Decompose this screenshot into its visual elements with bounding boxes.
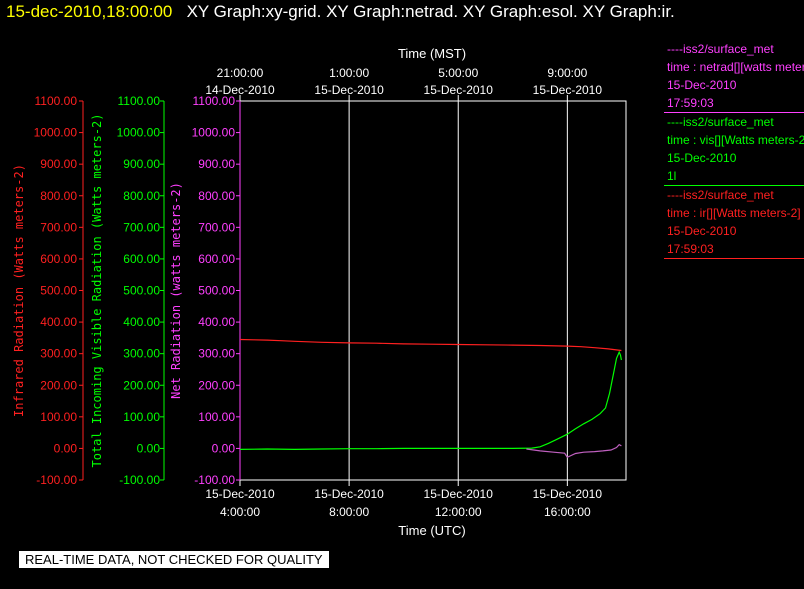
y-tick-label: 800.00 (40, 189, 77, 203)
y-tick-label: 300.00 (123, 347, 160, 361)
y-axis-label: Total Incoming Visible Radiation (Watts … (90, 113, 104, 467)
x-tick-label: 16:00:00 (544, 505, 591, 519)
x-tick-label: 15-Dec-2010 (314, 83, 384, 97)
y-tick-label: -100.00 (36, 473, 77, 487)
y-tick-label: -100.00 (194, 473, 235, 487)
y-axis-label: Infrared Radiation (Watts meters-2) (12, 164, 26, 417)
series-line-vis (239, 350, 622, 451)
header-graph-list: XY Graph:xy-grid. XY Graph:netrad. XY Gr… (186, 2, 675, 21)
y-tick-label: 300.00 (198, 347, 235, 361)
x-tick-label: 12:00:00 (435, 505, 482, 519)
y-tick-label: 100.00 (123, 410, 160, 424)
x-tick-label: 15-Dec-2010 (533, 83, 603, 97)
legend-line: 15-Dec-2010 (667, 78, 737, 92)
series-line-net (526, 443, 622, 459)
quality-notice: REAL-TIME DATA, NOT CHECKED FOR QUALITY (19, 551, 329, 568)
series-line-ir (239, 338, 622, 352)
legend-line: time : vis[][Watts meters-2] (667, 133, 804, 147)
y-tick-label: 900.00 (40, 157, 77, 171)
legend-line: 15-Dec-2010 (667, 224, 737, 238)
y-tick-label: 500.00 (198, 284, 235, 298)
x-tick-label: 15-Dec-2010 (424, 487, 494, 501)
y-tick-label: 600.00 (198, 252, 235, 266)
y-tick-label: 100.00 (40, 410, 77, 424)
x-tick-label: 15-Dec-2010 (424, 83, 494, 97)
y-tick-label: 900.00 (198, 157, 235, 171)
y-tick-label: 400.00 (123, 315, 160, 329)
legend-line: ----iss2/surface_met (667, 188, 774, 202)
y-tick-label: 200.00 (198, 378, 235, 392)
y-tick-label: 100.00 (198, 410, 235, 424)
y-tick-label: 700.00 (123, 220, 160, 234)
y-tick-label: 400.00 (198, 315, 235, 329)
y-tick-label: 0.00 (212, 441, 236, 455)
legend-line: 17:59:03 (667, 96, 714, 110)
legend-line: ----iss2/surface_met (667, 115, 774, 129)
y-tick-label: 1000.00 (117, 126, 161, 140)
x-tick-label: 8:00:00 (329, 505, 369, 519)
y-tick-label: 600.00 (123, 252, 160, 266)
y-tick-label: 200.00 (40, 378, 77, 392)
x-tick-label: 9:00:00 (547, 66, 587, 80)
y-tick-label: 600.00 (40, 252, 77, 266)
y-tick-label: 200.00 (123, 378, 160, 392)
x-tick-label: 5:00:00 (438, 66, 478, 80)
y-tick-label: 800.00 (198, 189, 235, 203)
header-datetime: 15-dec-2010,18:00:00 (6, 2, 173, 21)
y-axis-label: Net Radiation (watts meters-2) (169, 182, 183, 399)
legend-line: time : netrad[][watts meters-2] (667, 60, 804, 74)
y-tick-label: 300.00 (40, 347, 77, 361)
y-tick-label: 500.00 (123, 284, 160, 298)
chart-header: 15-dec-2010,18:00:00 XY Graph:xy-grid. X… (6, 2, 675, 22)
x-tick-label: 4:00:00 (220, 505, 260, 519)
y-tick-label: 1100.00 (193, 94, 236, 108)
plot-frame (239, 100, 627, 481)
x-tick-label: 1:00:00 (329, 66, 369, 80)
legend-line: 17:59:03 (667, 242, 714, 256)
y-tick-label: 1100.00 (35, 94, 78, 108)
legend-line: 15-Dec-2010 (667, 151, 737, 165)
legend-line: 1l (667, 169, 677, 183)
y-tick-label: 700.00 (40, 220, 77, 234)
y-tick-label: 400.00 (40, 315, 77, 329)
legend-line: ----iss2/surface_met (667, 42, 774, 56)
y-tick-label: 1100.00 (118, 94, 161, 108)
y-tick-label: 900.00 (123, 157, 160, 171)
y-tick-label: 700.00 (198, 220, 235, 234)
x-tick-label: 15-Dec-2010 (205, 487, 275, 501)
x-tick-label: 15-Dec-2010 (533, 487, 603, 501)
y-tick-label: -100.00 (119, 473, 160, 487)
y-tick-label: 800.00 (123, 189, 160, 203)
x-tick-label: 14-Dec-2010 (205, 83, 275, 97)
y-tick-label: 500.00 (40, 284, 77, 298)
y-tick-label: 1000.00 (192, 126, 236, 140)
x-axis-label-top: Time (MST) (398, 46, 466, 61)
x-axis-label-bottom: Time (UTC) (398, 523, 465, 538)
y-tick-label: 0.00 (137, 441, 161, 455)
x-tick-label: 15-Dec-2010 (314, 487, 384, 501)
x-tick-label: 21:00:00 (217, 66, 264, 80)
y-tick-label: 0.00 (54, 441, 78, 455)
legend-line: time : ir[][Watts meters-2] (667, 206, 801, 220)
y-tick-label: 1000.00 (34, 126, 78, 140)
